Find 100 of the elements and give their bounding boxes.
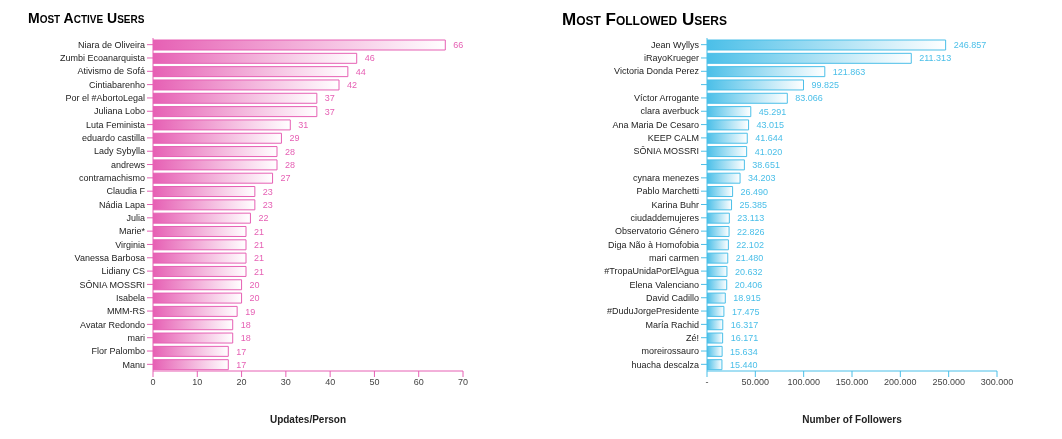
y-tick-label: SÔNIA MOSSRI xyxy=(633,146,699,157)
y-tick-label: Por el #AbortoLegal xyxy=(65,93,145,104)
data-label: 23 xyxy=(262,199,273,210)
data-label: 21 xyxy=(254,266,265,277)
data-label: 18.915 xyxy=(733,293,761,304)
data-label: 34.203 xyxy=(748,173,776,184)
data-label: 37 xyxy=(324,93,335,104)
data-label: 17 xyxy=(236,346,247,357)
data-label: 66 xyxy=(453,40,464,51)
x-tick-label: 70 xyxy=(457,377,469,388)
x-tick-label: 0 xyxy=(150,377,156,388)
data-label: 22.102 xyxy=(736,239,764,250)
y-tick-label: Victoria Donda Perez xyxy=(614,66,700,77)
y-tick-label: mari carmen xyxy=(648,252,699,263)
data-label: 23 xyxy=(262,186,273,197)
data-label: 26.490 xyxy=(740,186,769,197)
y-tick-label: SÔNIA MOSSRI xyxy=(79,279,145,290)
y-tick-label: #TropaUnidaPorElAgua xyxy=(604,266,699,277)
y-tick-label: Víctor Arrogante xyxy=(633,93,699,104)
y-tick-label: moreirossauro xyxy=(641,346,699,357)
y-tick-label: Julia xyxy=(126,213,145,224)
data-label: 16.171 xyxy=(730,333,759,344)
data-label: 15.440 xyxy=(729,359,758,370)
chart-title: Most Followed Users xyxy=(561,9,728,31)
y-tick-label: Luta Feminista xyxy=(85,119,145,130)
y-tick-label: mari xyxy=(127,332,145,343)
data-label: 23.113 xyxy=(737,213,765,224)
x-tick-label: 60 xyxy=(413,377,424,388)
y-tick-label: Claudia F xyxy=(106,186,146,197)
y-tick-label: iRayoKrueger xyxy=(643,53,699,64)
data-label: 16.317 xyxy=(730,319,759,330)
data-label: 99.825 xyxy=(811,80,840,91)
x-tick-label: 30 xyxy=(280,377,291,388)
y-tick-label: clara averbuck xyxy=(640,106,700,117)
y-tick-label: Juliana Lobo xyxy=(93,106,145,117)
y-tick-label: Zumbi Ecoanarquista xyxy=(59,53,145,64)
x-tick-label: 100.000 xyxy=(787,377,820,388)
data-label: 121.863 xyxy=(832,66,866,77)
y-tick-label: ciudaddemujeres xyxy=(630,213,700,224)
y-tick-label: Nádia Lapa xyxy=(98,199,145,210)
y-tick-label: andrews xyxy=(110,159,146,170)
data-label: 21 xyxy=(254,253,265,264)
data-label: 17 xyxy=(236,359,247,370)
data-label: 41.020 xyxy=(754,146,783,157)
data-label: 21 xyxy=(254,239,265,250)
y-tick-label: contramachismo xyxy=(78,173,145,184)
data-label: 211.313 xyxy=(919,53,952,64)
y-tick-label: Virginia xyxy=(115,239,145,250)
x-tick-label: 10 xyxy=(192,377,203,388)
y-tick-label: María Rachid xyxy=(645,319,699,330)
data-label: 28 xyxy=(285,146,296,157)
data-label: 22 xyxy=(258,213,269,224)
y-tick-label: KEEP CALM xyxy=(647,133,699,144)
data-label: 21 xyxy=(254,226,265,237)
y-tick-label: Manu xyxy=(122,359,145,370)
data-label: 15.634 xyxy=(730,346,758,357)
data-label: 18 xyxy=(240,333,251,344)
y-tick-label: Elena Valenciano xyxy=(629,279,699,290)
x-tick-label: 50 xyxy=(369,377,380,388)
data-label: 20.632 xyxy=(734,266,763,277)
data-label: 37 xyxy=(324,106,335,117)
data-label: 18 xyxy=(240,319,251,330)
data-label: 20 xyxy=(249,293,260,304)
data-label: 28 xyxy=(285,160,296,171)
y-tick-label: Cintiabarenho xyxy=(88,79,145,90)
y-tick-label: MMM-RS xyxy=(107,306,145,317)
y-tick-label: David Cadillo xyxy=(645,292,699,303)
x-tick-label: 300.000 xyxy=(980,377,1014,388)
x-tick-label: 50.000 xyxy=(741,377,770,388)
data-label: 29 xyxy=(289,133,300,144)
data-label: 25.385 xyxy=(739,199,768,210)
data-label: 246.857 xyxy=(953,40,987,51)
x-tick-label: 150.000 xyxy=(835,377,869,388)
data-label: 42 xyxy=(347,80,358,91)
data-label: 27 xyxy=(280,173,291,184)
x-tick-label: 200.000 xyxy=(884,377,917,388)
data-label: 44 xyxy=(355,66,366,77)
data-label: 20.406 xyxy=(734,279,763,290)
x-tick-label: 40 xyxy=(325,377,336,388)
y-tick-label: Isabela xyxy=(115,292,145,303)
y-tick-label: Pablo Marchetti xyxy=(636,186,699,197)
y-tick-label: Marie* xyxy=(118,226,146,237)
data-label: 46 xyxy=(364,53,375,64)
y-tick-label: Avatar Redondo xyxy=(80,319,145,330)
data-label: 20 xyxy=(249,279,260,290)
y-tick-label: cynara menezes xyxy=(632,173,700,184)
y-tick-label: Karina Buhr xyxy=(651,199,699,210)
data-label: 83.066 xyxy=(795,93,823,104)
x-tick-label: 20 xyxy=(236,377,247,388)
y-tick-label: Zé! xyxy=(685,332,699,343)
x-axis-title: Updates/Person xyxy=(269,414,347,425)
data-label: 17.475 xyxy=(731,306,760,317)
x-tick-label: - xyxy=(705,377,709,388)
y-tick-label: huacha descalza xyxy=(631,359,699,370)
y-tick-label: Lidiany CS xyxy=(101,266,145,277)
y-tick-label: Observatorio Género xyxy=(614,226,699,237)
y-tick-label: #DuduJorgePresidente xyxy=(606,306,699,317)
y-tick-label: eduardo castilla xyxy=(81,133,145,144)
chart-title: Most Active Users xyxy=(27,9,146,28)
y-tick-label: Niara de Oliveira xyxy=(77,39,145,50)
